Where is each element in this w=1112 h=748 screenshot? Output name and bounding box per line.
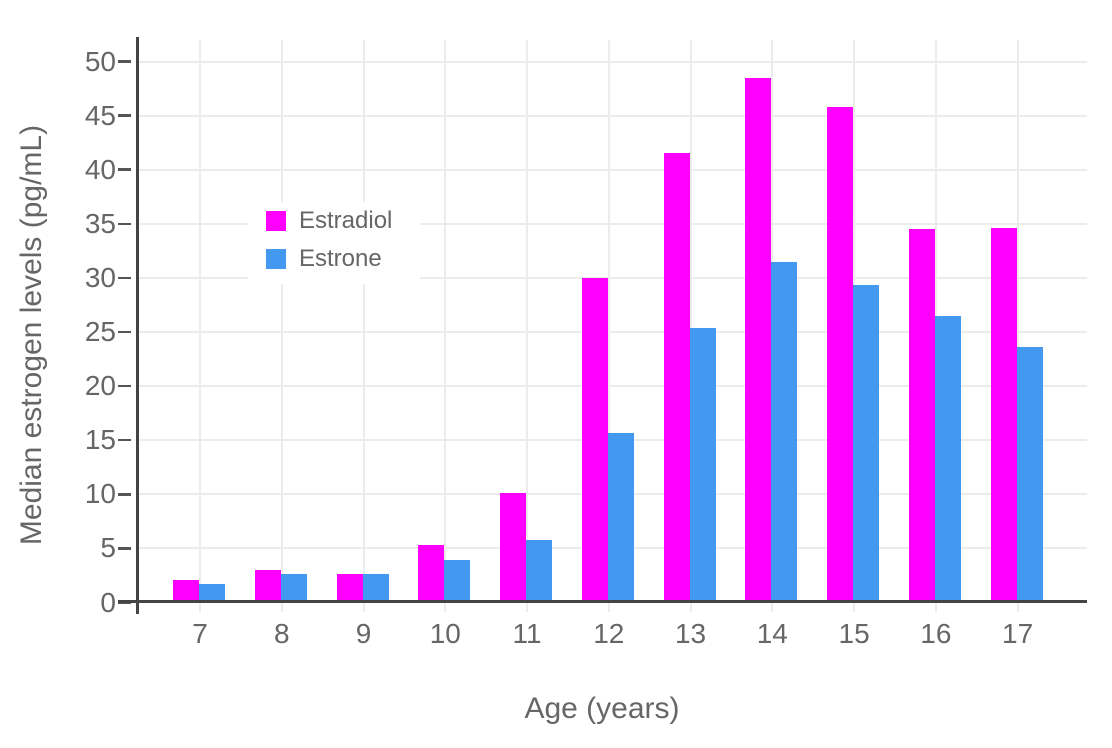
x-axis-title: Age (years) (524, 692, 680, 725)
y-tick (118, 547, 131, 550)
estradiol-swatch (266, 211, 286, 231)
y-tick (118, 114, 131, 117)
h-gridline (137, 114, 1087, 117)
legend-item-estradiol: Estradiol (248, 202, 420, 240)
bar-estrone-age-10 (444, 560, 471, 603)
y-tick-label: 50 (84, 45, 116, 77)
y-tick-label: 15 (84, 424, 116, 456)
bar-estrone-age-14 (771, 261, 798, 603)
y-tick-label: 10 (84, 478, 116, 510)
x-tick-label: 15 (838, 618, 870, 649)
bar-estrone-age-9 (362, 574, 389, 603)
bar-estrone-age-15 (853, 285, 880, 603)
y-tick-label: 30 (84, 261, 116, 293)
x-tick-label: 11 (512, 618, 542, 649)
h-gridline (137, 276, 1087, 279)
v-gridline (280, 40, 283, 612)
y-tick (118, 222, 131, 226)
y-tick (118, 384, 131, 388)
bar-estradiol-age-17 (990, 228, 1017, 603)
legend: Estradiol Estrone (248, 202, 420, 284)
bar-estrone-age-11 (526, 539, 553, 603)
h-gridline (137, 60, 1087, 63)
estrone-swatch (266, 249, 286, 269)
v-gridline (526, 40, 529, 612)
bar-estradiol-age-14 (745, 77, 772, 603)
v-gridline (689, 40, 692, 612)
bar-estrone-age-7 (199, 584, 225, 603)
x-tick-label: 17 (1002, 618, 1034, 649)
bar-estradiol-age-7 (173, 579, 199, 603)
y-tick (118, 330, 131, 334)
bar-estradiol-age-9 (336, 574, 363, 603)
bar-estrone-age-13 (689, 327, 716, 603)
y-tick-label: 5 (100, 532, 116, 564)
legend-label-estradiol: Estradiol (299, 207, 393, 234)
y-tick (118, 60, 131, 63)
y-tick (118, 276, 131, 280)
x-tick-label: 8 (273, 618, 290, 649)
y-tick-label: 45 (84, 99, 116, 131)
x-tick-label: 9 (355, 618, 372, 649)
x-tick-label: 12 (593, 618, 625, 649)
x-tick-label: 13 (674, 618, 707, 649)
h-gridline (137, 331, 1087, 333)
y-tick-label: 0 (100, 586, 116, 618)
y-tick-label: 20 (84, 370, 116, 402)
bar-estradiol-age-16 (908, 229, 935, 603)
legend-label-estrone: Estrone (299, 245, 382, 272)
bar-estradiol-age-15 (827, 106, 854, 603)
x-axis-line (118, 600, 1087, 603)
h-gridline (137, 385, 1087, 388)
bar-estradiol-age-10 (418, 545, 445, 603)
y-tick (118, 438, 131, 442)
y-tick-label: 25 (84, 316, 116, 347)
y-tick (118, 601, 131, 604)
bar-estrone-age-8 (280, 574, 307, 603)
v-gridline (199, 40, 201, 612)
v-gridline (362, 40, 365, 612)
x-tick-label: 16 (920, 618, 952, 649)
bar-estradiol-age-8 (254, 570, 281, 603)
y-tick (118, 493, 131, 496)
v-gridline (444, 40, 447, 612)
bar-estrone-age-16 (934, 315, 961, 603)
h-gridline (137, 168, 1087, 171)
y-tick (118, 168, 131, 171)
v-gridline (607, 40, 610, 612)
bar-estradiol-age-12 (581, 277, 608, 603)
y-axis-line (136, 37, 139, 614)
bar-estrone-age-17 (1016, 347, 1043, 603)
bar-estrone-age-12 (607, 432, 634, 603)
x-tick-label: 10 (429, 618, 461, 649)
y-tick-label: 35 (84, 207, 116, 239)
y-tick-label: 40 (84, 153, 116, 185)
bar-estradiol-age-11 (500, 493, 527, 603)
x-tick-label: 7 (192, 618, 208, 649)
bar-estradiol-age-13 (663, 153, 690, 603)
x-tick-label: 14 (756, 618, 788, 649)
legend-item-estrone: Estrone (248, 240, 420, 278)
v-gridline (1016, 40, 1019, 612)
h-gridline (137, 222, 1087, 225)
